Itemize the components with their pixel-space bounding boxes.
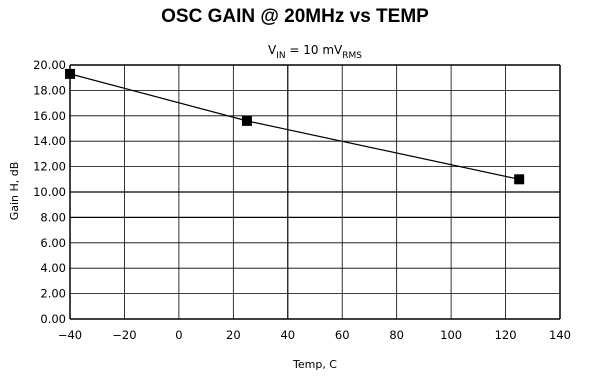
x-tick-label: 120 [495, 328, 517, 342]
y-axis-label: Gain H, dB [8, 162, 21, 221]
subtitle-middle: = 10 mV [286, 43, 343, 57]
series-group [65, 68, 525, 185]
data-point-marker [241, 115, 252, 126]
chart-title: OSC GAIN @ 20MHz vs TEMP [161, 6, 429, 27]
y-tick-label: 6.00 [40, 236, 66, 250]
data-point-marker [65, 68, 75, 79]
y-tick-label: 8.00 [40, 210, 66, 224]
chart-subtitle: VIN = 10 mVRMS [268, 43, 362, 61]
y-tick-label: 16.00 [33, 109, 66, 123]
x-tick-label: 100 [440, 328, 462, 342]
subtitle-prefix: V [268, 43, 277, 57]
y-tick-label: 10.00 [33, 185, 66, 199]
data-point-marker [514, 174, 525, 185]
subtitle-prefix-sub: IN [276, 51, 285, 61]
y-tick-label: 20.00 [33, 58, 66, 72]
series-line [69, 73, 520, 180]
y-tick-label: 2.00 [40, 287, 66, 301]
x-tick-label: 60 [335, 328, 350, 342]
x-tick-label: 20 [226, 328, 241, 342]
y-tick-label: 14.00 [33, 134, 66, 148]
x-tick-label: −20 [112, 328, 136, 342]
x-tick-label: 80 [389, 328, 404, 342]
x-tick-label: −40 [58, 328, 82, 342]
grid [69, 64, 561, 320]
x-tick-label: 0 [175, 328, 182, 342]
y-tick-label: 12.00 [33, 160, 66, 174]
y-tick-label: 0.00 [40, 312, 66, 326]
y-tick-label: 18.00 [33, 83, 66, 97]
x-tick-label: 40 [280, 328, 295, 342]
x-tick-labels: −40 −20 0 20 40 60 80 100 120 140 [58, 328, 571, 342]
subtitle-suffix-sub: RMS [342, 51, 362, 61]
y-tick-labels: 0.00 2.00 4.00 6.00 8.00 10.00 12.00 14.00 16.00… [33, 58, 66, 326]
x-axis-label: Temp, C [292, 358, 337, 371]
x-tick-label: 140 [549, 328, 571, 342]
y-tick-label: 4.00 [40, 261, 66, 275]
